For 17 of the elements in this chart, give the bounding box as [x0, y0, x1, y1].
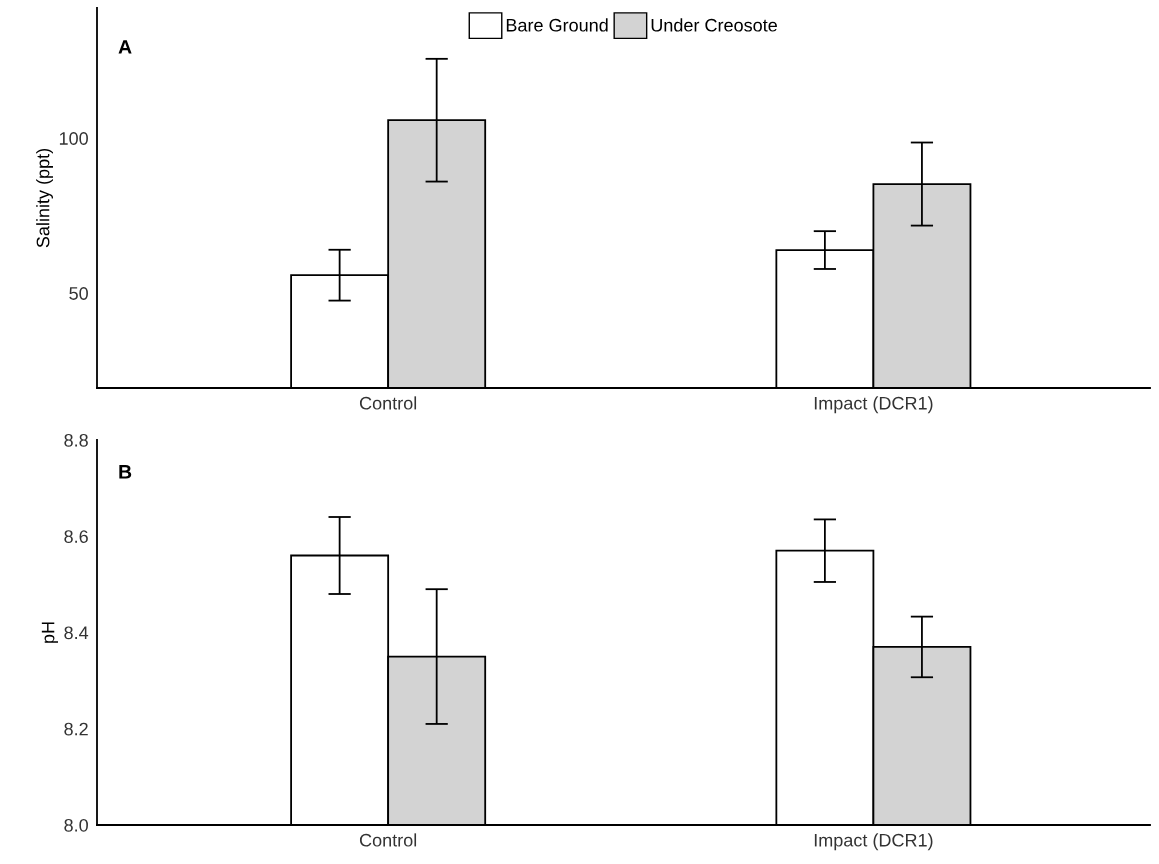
y-tick-label: 8.4 [64, 626, 89, 640]
annotation: A [118, 40, 132, 54]
x-tick-label: Impact (DCR1) [814, 833, 933, 851]
legend-label: Under Creosote [651, 18, 777, 32]
y-tick-label: 8.0 [64, 818, 88, 832]
y-axis-title: pH [41, 622, 59, 643]
x-tick-label: Impact (DCR1) [814, 396, 933, 414]
y-tick-label: 8.2 [64, 722, 88, 736]
y-tick-label: 100 [59, 132, 88, 145]
x-tick-label: Control [359, 833, 417, 847]
y-tick-label: 50 [69, 287, 88, 300]
y-axis-title: Salinity (ppt) [36, 148, 53, 248]
x-tick-label: Control [359, 396, 417, 410]
y-tick-label: 8.6 [64, 530, 88, 543]
annotation: B [119, 465, 132, 479]
y-tick-label: 8.8 [64, 433, 88, 447]
legend-label: Bare Ground [506, 18, 608, 32]
